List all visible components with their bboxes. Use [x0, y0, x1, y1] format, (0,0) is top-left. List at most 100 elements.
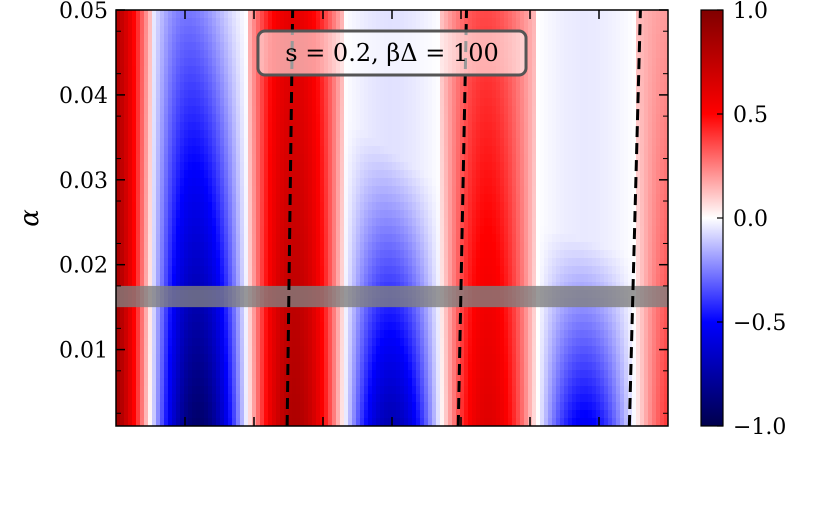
heatmap-cell: [556, 242, 561, 251]
heatmap-cell: [660, 82, 665, 91]
heatmap-cell: [360, 82, 365, 91]
heatmap-cell: [596, 218, 601, 227]
heatmap-cell: [568, 122, 573, 131]
heatmap-cell: [304, 138, 309, 147]
heatmap-cell: [496, 234, 501, 243]
heatmap-cell: [124, 74, 129, 83]
heatmap-cell: [512, 74, 517, 83]
heatmap-cell: [276, 194, 281, 203]
heatmap-cell: [412, 258, 417, 267]
heatmap-cell: [172, 82, 177, 91]
heatmap-cell: [440, 18, 445, 27]
heatmap-cell: [140, 178, 145, 187]
heatmap-cell: [268, 170, 273, 179]
heatmap-cell: [568, 210, 573, 219]
heatmap-cell: [416, 218, 421, 227]
heatmap-cell: [148, 138, 153, 147]
heatmap-cell: [564, 162, 569, 171]
heatmap-cell: [292, 130, 297, 139]
heatmap-cell: [368, 186, 373, 195]
heatmap-cell: [132, 146, 137, 155]
heatmap-cell: [652, 234, 657, 243]
heatmap-cell: [484, 154, 489, 163]
heatmap-cell: [136, 202, 141, 211]
heatmap-cell: [480, 130, 485, 139]
heatmap-cell: [256, 178, 261, 187]
heatmap-cell: [360, 106, 365, 115]
heatmap-cell: [240, 186, 245, 195]
heatmap-cell: [472, 242, 477, 251]
heatmap-cell: [316, 266, 321, 275]
heatmap-cell: [172, 114, 177, 123]
heatmap-cell: [652, 242, 657, 251]
heatmap-cell: [160, 98, 165, 107]
heatmap-cell: [572, 50, 577, 59]
heatmap-cell: [592, 186, 597, 195]
heatmap-cell: [436, 74, 441, 83]
heatmap-cell: [576, 234, 581, 243]
heatmap-cell: [396, 210, 401, 219]
heatmap-cell: [304, 186, 309, 195]
heatmap-cell: [424, 266, 429, 275]
heatmap-cell: [560, 194, 565, 203]
heatmap-cell: [172, 58, 177, 67]
heatmap-cell: [476, 242, 481, 251]
heatmap-cell: [488, 258, 493, 267]
heatmap-cell: [120, 50, 125, 59]
heatmap-cell: [480, 82, 485, 91]
heatmap-cell: [640, 26, 645, 35]
heatmap-cell: [612, 242, 617, 251]
heatmap-cell: [352, 138, 357, 147]
heatmap-cell: [520, 98, 525, 107]
heatmap-cell: [252, 26, 257, 35]
heatmap-cell: [276, 130, 281, 139]
heatmap-cell: [572, 154, 577, 163]
heatmap-cell: [660, 138, 665, 147]
heatmap-cell: [492, 130, 497, 139]
heatmap-cell: [212, 242, 217, 251]
heatmap-cell: [532, 234, 537, 243]
heatmap-cell: [620, 266, 625, 275]
heatmap-cell: [516, 178, 521, 187]
heatmap-cell: [156, 226, 161, 235]
heatmap-cell: [448, 98, 453, 107]
heatmap-cell: [652, 178, 657, 187]
heatmap-cell: [200, 146, 205, 155]
heatmap-cell: [616, 98, 621, 107]
heatmap-cell: [628, 178, 633, 187]
heatmap-cell: [252, 210, 257, 219]
heatmap-cell: [168, 50, 173, 59]
heatmap-cell: [448, 138, 453, 147]
heatmap-cell: [232, 114, 237, 123]
heatmap-cell: [292, 138, 297, 147]
heatmap-cell: [460, 106, 465, 115]
heatmap-cell: [156, 90, 161, 99]
heatmap-cell: [544, 130, 549, 139]
heatmap-cell: [568, 50, 573, 59]
heatmap-cell: [592, 66, 597, 75]
heatmap-cell: [280, 258, 285, 267]
heatmap-cell: [656, 98, 661, 107]
heatmap-cell: [300, 106, 305, 115]
heatmap-cell: [160, 194, 165, 203]
heatmap-cell: [536, 202, 541, 211]
heatmap-cell: [160, 10, 165, 19]
heatmap-cell: [120, 34, 125, 43]
heatmap-cell: [316, 162, 321, 171]
heatmap-cell: [304, 82, 309, 91]
heatmap-cell: [348, 170, 353, 179]
heatmap-cell: [124, 34, 129, 43]
heatmap-cell: [300, 82, 305, 91]
heatmap-cell: [620, 26, 625, 35]
heatmap-cell: [364, 10, 369, 19]
heatmap-cell: [340, 90, 345, 99]
heatmap-cell: [656, 194, 661, 203]
heatmap-cell: [432, 82, 437, 91]
heatmap-cell: [368, 90, 373, 99]
heatmap-cell: [236, 58, 241, 67]
heatmap-cell: [564, 18, 569, 27]
heatmap-cell: [188, 18, 193, 27]
heatmap-cell: [564, 234, 569, 243]
heatmap-cell: [296, 274, 301, 283]
heatmap-cell: [120, 74, 125, 83]
